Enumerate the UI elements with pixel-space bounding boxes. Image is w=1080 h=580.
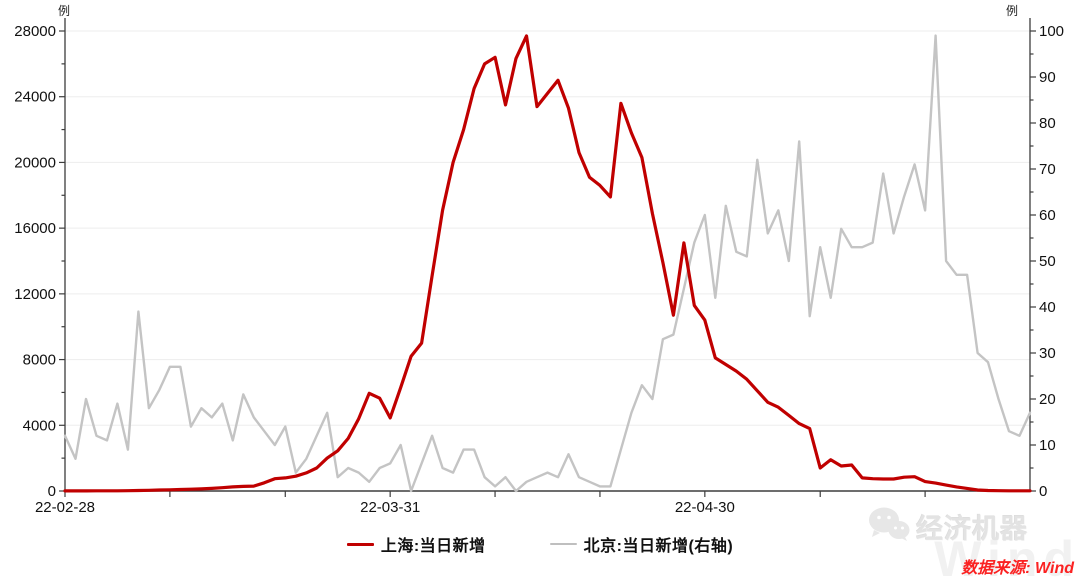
legend-label-beijing: 北京:当日新增(右轴) — [583, 538, 734, 555]
legend-swatch-shanghai — [346, 542, 374, 546]
wechat-icon — [868, 506, 910, 547]
svg-text:24000: 24000 — [14, 89, 56, 106]
svg-text:20000: 20000 — [14, 154, 56, 171]
svg-text:22-02-28: 22-02-28 — [35, 499, 95, 516]
series-line-shanghai — [63, 34, 1032, 493]
svg-text:20: 20 — [1039, 391, 1056, 408]
svg-text:30: 30 — [1039, 345, 1056, 362]
svg-text:4000: 4000 — [23, 417, 56, 434]
legend-item-beijing: 北京:当日新增(右轴) — [549, 532, 734, 556]
svg-text:10: 10 — [1039, 437, 1056, 454]
svg-text:8000: 8000 — [23, 352, 56, 369]
svg-text:100: 100 — [1039, 23, 1064, 40]
right-axis-unit-label: 例 — [1006, 4, 1019, 18]
wind-watermark: Wind — [934, 531, 1080, 580]
left-axis-unit-label: 例 — [58, 4, 71, 18]
brand-watermark: 经济机器 — [868, 506, 1028, 547]
legend-item-shanghai: 上海:当日新增 — [346, 532, 486, 556]
svg-text:80: 80 — [1039, 115, 1056, 132]
brand-name: 经济机器 — [916, 514, 1028, 544]
svg-text:0: 0 — [1039, 483, 1047, 500]
legend-swatch-beijing — [549, 542, 577, 546]
data-source-note: 数据来源: Wind — [961, 560, 1074, 577]
svg-text:90: 90 — [1039, 69, 1056, 86]
svg-text:0: 0 — [48, 483, 56, 500]
legend-label-shanghai: 上海:当日新增 — [380, 538, 486, 555]
legend: 上海:当日新增 北京:当日新增(右轴) — [0, 532, 1080, 556]
line-chart-canvas: 0 4000 8000 12000 16000 20000 24000 28000 0 10 20 3… — [14, 18, 1064, 516]
svg-text:12000: 12000 — [14, 286, 56, 303]
svg-text:50: 50 — [1039, 253, 1056, 270]
svg-text:22-04-30: 22-04-30 — [675, 499, 735, 516]
svg-text:22-03-31: 22-03-31 — [360, 499, 420, 516]
svg-text:16000: 16000 — [14, 220, 56, 237]
svg-text:70: 70 — [1039, 161, 1056, 178]
svg-text:28000: 28000 — [14, 23, 56, 40]
series-line-beijing — [63, 34, 1032, 493]
svg-text:40: 40 — [1039, 299, 1056, 316]
svg-text:60: 60 — [1039, 207, 1056, 224]
